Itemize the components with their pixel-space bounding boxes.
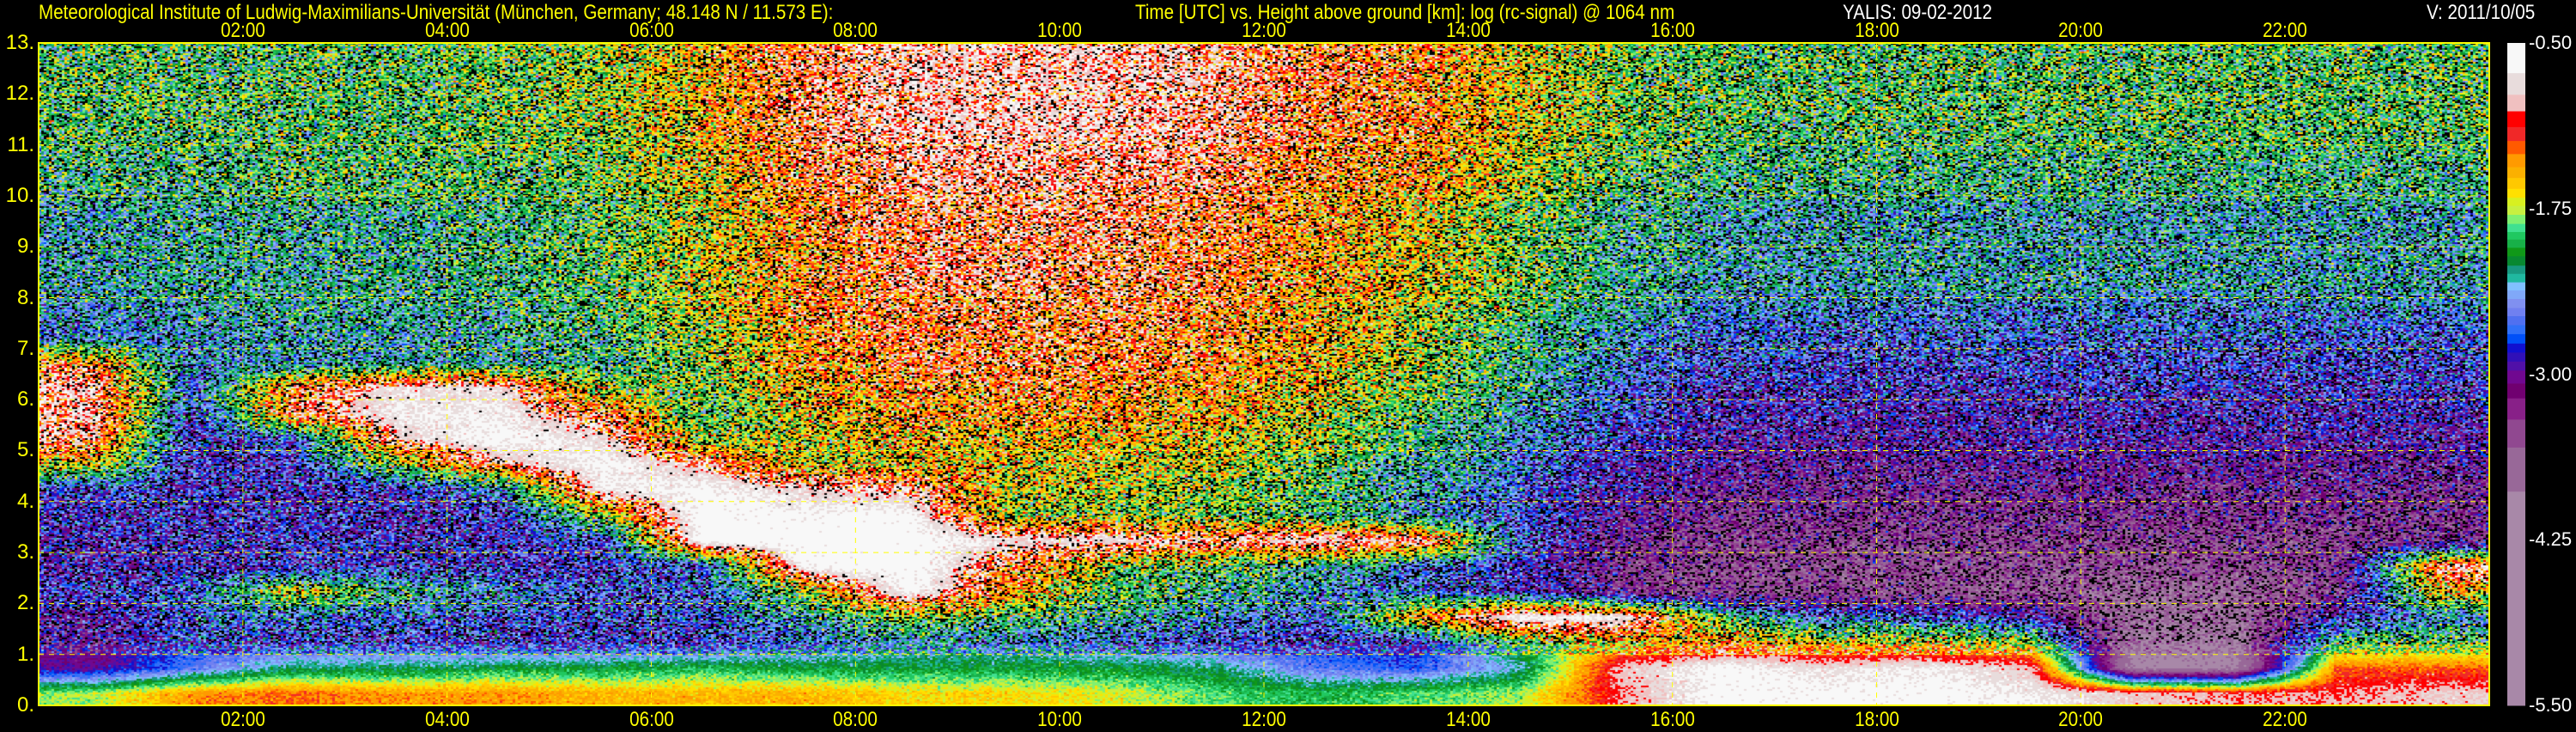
colorbar-band <box>2507 265 2525 274</box>
colorbar-band <box>2507 215 2525 224</box>
colorbar-band <box>2507 344 2525 353</box>
grid-lines <box>39 43 2489 705</box>
x-tick-label-top: 04:00 <box>425 19 470 43</box>
colorbar-tick-label: -3.00 <box>2529 363 2572 386</box>
colorbar-band <box>2507 168 2525 179</box>
colorbar-band <box>2507 325 2525 334</box>
x-tick-label-bottom: 04:00 <box>425 708 470 732</box>
colorbar-band <box>2507 308 2525 317</box>
x-tick-label-bottom: 12:00 <box>1242 708 1286 732</box>
y-tick-label: 3. <box>17 540 34 564</box>
y-tick-label: 1. <box>17 643 34 667</box>
colorbar-band <box>2507 247 2525 256</box>
x-tick-label-bottom: 06:00 <box>629 708 674 732</box>
y-tick-label: 8. <box>17 286 34 310</box>
colorbar-tick-label: -5.50 <box>2529 694 2572 717</box>
colorbar-band <box>2507 352 2525 362</box>
x-tick-label-top: 08:00 <box>834 19 878 43</box>
x-tick-label-bottom: 14:00 <box>1446 708 1491 732</box>
colorbar-band <box>2507 206 2525 216</box>
y-tick-label: 13. <box>6 31 34 55</box>
colorbar-band <box>2507 224 2525 233</box>
x-tick-label-top: 16:00 <box>1650 19 1695 43</box>
x-tick-label-bottom: 08:00 <box>834 708 878 732</box>
y-tick-label: 11. <box>7 133 34 157</box>
colorbar-band <box>2507 274 2525 283</box>
x-tick-label-bottom: 16:00 <box>1650 708 1695 732</box>
x-tick-label-top: 10:00 <box>1037 19 1082 43</box>
x-tick-label-bottom: 20:00 <box>2059 708 2104 732</box>
colorbar-band <box>2507 256 2525 265</box>
colorbar-band <box>2507 198 2525 206</box>
x-tick-label-top: 14:00 <box>1446 19 1491 43</box>
colorbar-band <box>2507 189 2525 198</box>
x-tick-label-bottom: 02:00 <box>221 708 265 732</box>
colorbar-band <box>2507 232 2525 240</box>
colorbar-band <box>2507 362 2525 371</box>
colorbar-band <box>2507 399 2525 420</box>
colorbar-band <box>2507 73 2525 95</box>
colorbar <box>2507 43 2525 706</box>
colorbar-band <box>2507 95 2525 112</box>
colorbar-tick-label: -0.50 <box>2529 32 2572 54</box>
colorbar-band <box>2507 112 2525 128</box>
chart-overlay <box>0 0 2576 730</box>
y-tick-label: 0. <box>17 693 34 717</box>
x-tick-label-top: 20:00 <box>2059 19 2104 43</box>
colorbar-band <box>2507 383 2525 399</box>
colorbar-band <box>2507 240 2525 248</box>
colorbar-band <box>2507 491 2525 705</box>
colorbar-band <box>2507 154 2525 168</box>
y-tick-label: 7. <box>17 337 34 361</box>
colorbar-tick-label: -1.75 <box>2529 198 2572 220</box>
colorbar-band <box>2507 141 2525 155</box>
y-tick-label: 6. <box>17 387 34 412</box>
colorbar-band <box>2507 127 2525 142</box>
colorbar-band <box>2507 43 2525 74</box>
x-tick-label-top: 12:00 <box>1242 19 1286 43</box>
y-tick-label: 12. <box>6 82 34 106</box>
x-tick-label-bottom: 10:00 <box>1037 708 1082 732</box>
colorbar-band <box>2507 316 2525 326</box>
y-tick-label: 5. <box>17 438 34 462</box>
y-tick-label: 2. <box>17 591 34 615</box>
x-tick-label-top: 22:00 <box>2263 19 2307 43</box>
colorbar-band <box>2507 419 2525 448</box>
y-tick-label: 9. <box>17 235 34 259</box>
y-tick-label: 10. <box>6 184 34 208</box>
x-tick-label-top: 02:00 <box>221 19 265 43</box>
colorbar-tick-label: -4.25 <box>2529 528 2572 551</box>
colorbar-band <box>2507 370 2525 384</box>
y-tick-label: 4. <box>17 490 34 514</box>
colorbar-band <box>2507 283 2525 291</box>
colorbar-band <box>2507 178 2525 189</box>
x-tick-label-top: 06:00 <box>629 19 674 43</box>
colorbar-band <box>2507 299 2525 308</box>
colorbar-band <box>2507 334 2525 344</box>
colorbar-band <box>2507 290 2525 300</box>
x-tick-label-bottom: 18:00 <box>1855 708 1899 732</box>
colorbar-band <box>2507 448 2525 492</box>
x-tick-label-bottom: 22:00 <box>2263 708 2307 732</box>
x-tick-label-top: 18:00 <box>1855 19 1899 43</box>
